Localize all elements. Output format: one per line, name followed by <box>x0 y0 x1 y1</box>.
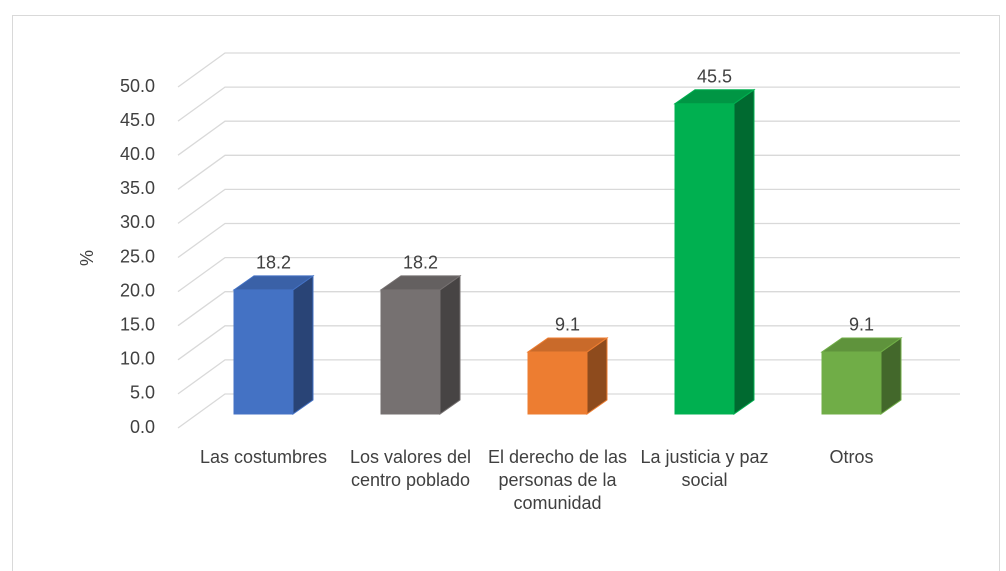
x-tick-label: Otros <box>829 447 874 467</box>
y-tick-label: 30.0 <box>120 212 155 232</box>
bar-side <box>292 274 314 415</box>
x-tick-label: El derecho de las personas de la comunid… <box>487 447 628 513</box>
bar-top <box>232 275 315 291</box>
bar <box>232 274 315 415</box>
y-tick-label: 20.0 <box>120 280 155 300</box>
data-label: 9.1 <box>849 315 874 335</box>
y-tick-label: 5.0 <box>130 383 155 403</box>
y-tick-label: 50.0 <box>120 76 155 96</box>
bar-top <box>673 89 756 105</box>
bar <box>379 274 462 415</box>
bar <box>526 336 609 415</box>
y-tick-label: 35.0 <box>120 178 155 198</box>
bar-front <box>380 289 441 415</box>
bar <box>673 88 756 415</box>
grid-line <box>177 188 960 224</box>
y-tick-label: 10.0 <box>120 349 155 369</box>
y-tick-label: 40.0 <box>120 144 155 164</box>
bar-front <box>821 351 882 415</box>
y-tick-label: 0.0 <box>130 417 155 437</box>
bar-front <box>527 351 588 415</box>
bar-side <box>439 274 461 415</box>
bar-top <box>526 337 609 353</box>
y-tick-label: 45.0 <box>120 110 155 130</box>
grid-line <box>177 86 960 122</box>
y-axis-label: % <box>77 250 97 266</box>
bar-front <box>233 289 294 415</box>
bar-top <box>820 337 903 353</box>
bar-front <box>674 103 735 415</box>
grid-line <box>177 52 960 88</box>
bar-top <box>379 275 462 291</box>
x-tick-label: Los valores del centro poblado <box>349 447 472 490</box>
y-tick-label: 25.0 <box>120 246 155 266</box>
x-tick-label: La justicia y paz social <box>640 447 769 490</box>
bar <box>820 336 903 415</box>
grid-line <box>177 120 960 156</box>
grid-line <box>177 222 960 259</box>
data-label: 45.5 <box>697 66 732 86</box>
data-label: 18.2 <box>403 253 438 273</box>
x-tick-label: Las costumbres <box>199 447 328 467</box>
grid-line <box>177 154 960 190</box>
y-tick-label: 15.0 <box>120 314 155 334</box>
chart-border <box>12 15 1000 571</box>
data-label: 9.1 <box>555 315 580 335</box>
bar-side <box>733 88 755 415</box>
data-label: 18.2 <box>256 253 291 273</box>
